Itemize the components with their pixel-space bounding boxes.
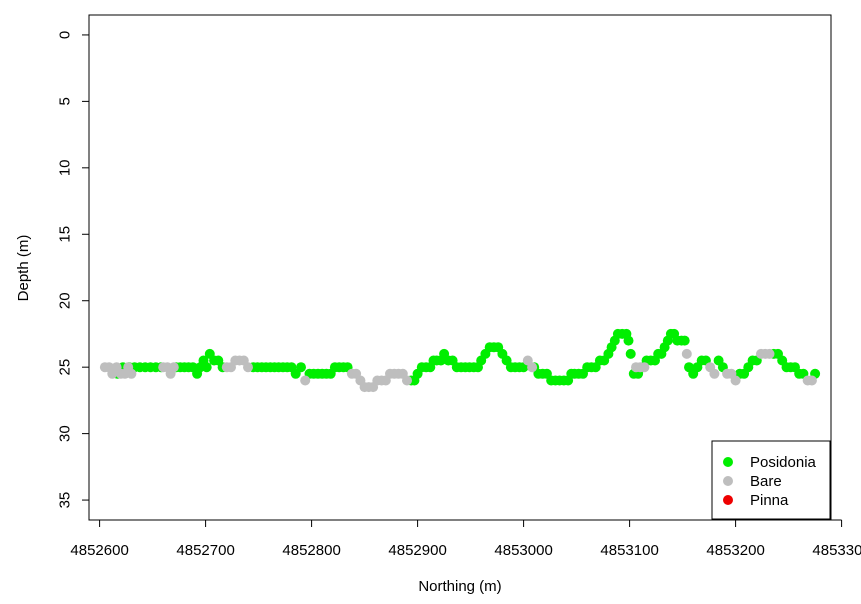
data-point-bare (168, 362, 179, 373)
y-tick-label: 20 (56, 292, 73, 309)
y-tick-label: 35 (56, 492, 73, 509)
x-tick-label: 4853000 (494, 542, 552, 559)
y-tick-label: 10 (56, 159, 73, 176)
x-axis-title: Northing (m) (418, 578, 501, 595)
data-points (99, 328, 821, 393)
data-point-bare (806, 375, 817, 386)
data-point-bare (730, 375, 741, 386)
legend: Posidonia Bare Pinna (711, 440, 831, 520)
y-tick-label: 0 (56, 31, 73, 39)
data-point-bare (681, 348, 692, 359)
data-point-bare (709, 368, 720, 379)
data-point-posidonia (201, 362, 212, 373)
y-tick-label: 5 (56, 97, 73, 105)
legend-marker-posidonia (723, 457, 733, 467)
data-point-posidonia (623, 335, 634, 346)
data-point-posidonia (296, 362, 306, 373)
x-tick-label: 4852600 (70, 542, 128, 559)
x-tick-label: 4852900 (388, 542, 446, 559)
legend-label-bare: Bare (750, 473, 782, 490)
data-point-bare (243, 362, 253, 373)
x-tick-label: 4852800 (282, 542, 340, 559)
x-tick-label: 4852700 (176, 542, 234, 559)
data-point-bare (402, 375, 412, 386)
x-tick-label: 4853100 (600, 542, 658, 559)
x-axis: 4852600 4852700 4852800 4852900 4853000 48531… (70, 519, 861, 559)
x-tick-label: 4853200 (706, 542, 764, 559)
data-point-bare (764, 348, 775, 359)
data-point-posidonia (625, 348, 636, 359)
y-tick-label: 30 (56, 425, 73, 442)
legend-label-pinna: Pinna (750, 492, 789, 509)
y-tick-label: 25 (56, 359, 73, 376)
y-tick-label: 15 (56, 226, 73, 243)
data-point-posidonia (679, 335, 690, 346)
data-point-bare (639, 362, 650, 373)
x-tick-label: 4853300 (812, 542, 861, 559)
legend-label-posidonia: Posidonia (750, 454, 817, 471)
legend-marker-pinna (723, 495, 733, 505)
data-point-bare (126, 368, 137, 379)
legend-marker-bare (723, 476, 733, 486)
y-axis-title: Depth (m) (15, 235, 32, 302)
data-point-bare (527, 362, 538, 373)
data-point-bare (300, 375, 311, 386)
y-axis: 0 5 10 15 20 25 30 35 (56, 31, 90, 509)
